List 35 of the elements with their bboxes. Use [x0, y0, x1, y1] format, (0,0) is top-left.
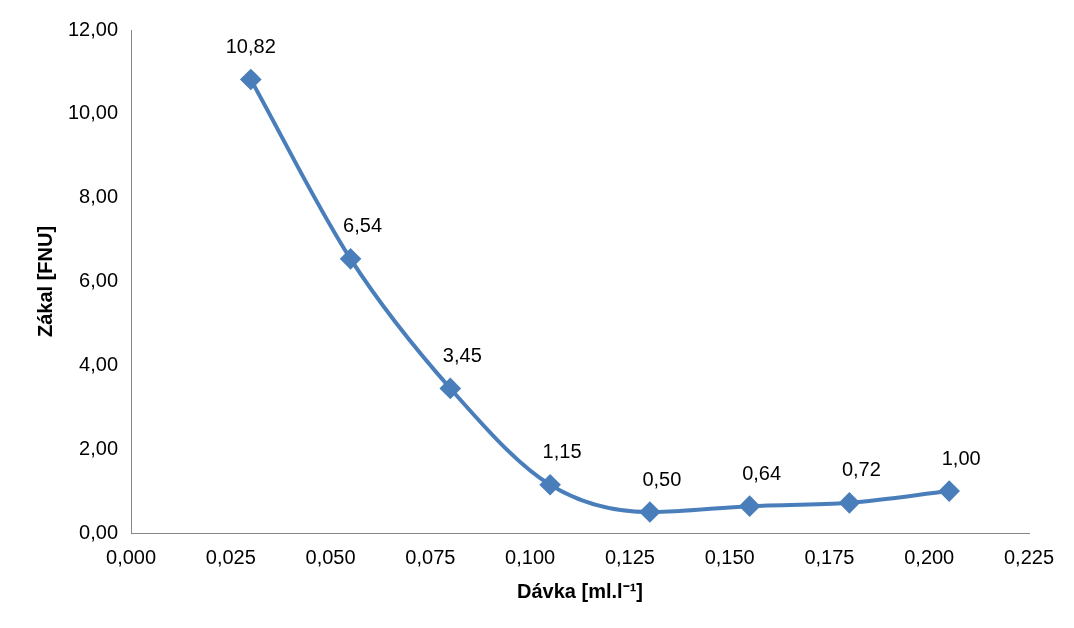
point [939, 481, 960, 502]
y-tick-label: 2,00 [79, 436, 119, 459]
x-tick-label: 0,125 [604, 545, 655, 568]
y-tick-label: 6,00 [79, 269, 119, 292]
x-tick-label: 0,200 [904, 545, 955, 568]
x-tick-label: 0,225 [1003, 545, 1055, 568]
point [839, 492, 860, 513]
point [739, 496, 760, 517]
point [440, 378, 461, 399]
data-label: 0,50 [642, 467, 682, 490]
x-tick-label: 0,175 [804, 545, 855, 568]
y-tick-label: 12,00 [67, 17, 119, 40]
data-label: 0,64 [742, 461, 782, 484]
data-label: 1,15 [542, 440, 582, 463]
point [540, 474, 561, 495]
y-axis-title: Zákal [FNU] [33, 225, 56, 338]
y-tick-label: 0,00 [79, 520, 119, 543]
y-tick-label: 4,00 [79, 352, 119, 375]
x-tick-label: 0,100 [505, 545, 556, 568]
point [340, 248, 361, 269]
data-label: 6,54 [343, 214, 383, 237]
data-label: 10,82 [225, 34, 276, 57]
point [240, 69, 261, 90]
point [639, 502, 660, 523]
data-label: 1,00 [941, 446, 981, 469]
y-tick-label: 8,00 [79, 185, 119, 208]
x-tick-label: 0,025 [205, 545, 256, 568]
data-label: 0,72 [841, 458, 881, 481]
y-tick-label: 10,00 [67, 101, 119, 124]
x-tick-label: 0,000 [106, 545, 157, 568]
data-label: 3,45 [442, 343, 482, 366]
x-tick-label: 0,050 [305, 545, 356, 568]
x-tick-label: 0,075 [405, 545, 456, 568]
x-tick-label: 0,150 [704, 545, 755, 568]
x-axis-title: Dávka [ml.l⁻¹] [517, 579, 643, 602]
